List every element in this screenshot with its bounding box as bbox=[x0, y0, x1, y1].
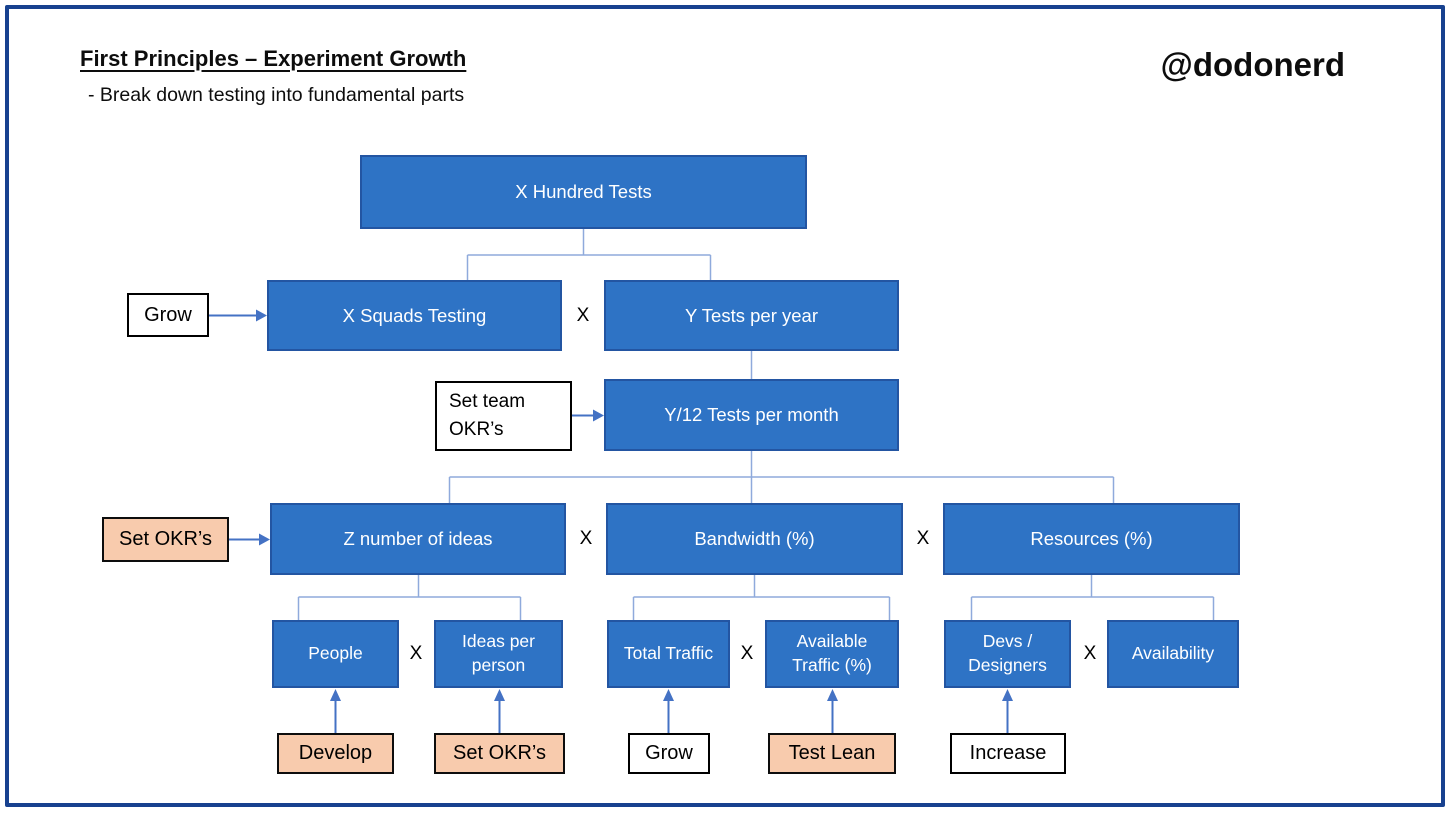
action-grow-squads: Grow bbox=[127, 293, 209, 337]
multiply-operator-4: X bbox=[409, 643, 423, 664]
node-hundred-tests: X Hundred Tests bbox=[360, 155, 807, 229]
action-set-okrs-person: Set OKR’s bbox=[434, 733, 565, 774]
multiply-operator-3: X bbox=[916, 528, 930, 549]
node-available-traffic: Available Traffic (%) bbox=[765, 620, 899, 688]
multiply-operator-2: X bbox=[579, 528, 593, 549]
node-ideas-per-person: Ideas per person bbox=[434, 620, 563, 688]
side-arrows bbox=[209, 309, 604, 546]
action-set-team-okrs: Set team OKR’s bbox=[435, 381, 572, 451]
node-total-traffic: Total Traffic bbox=[607, 620, 730, 688]
action-grow-traffic: Grow bbox=[628, 733, 710, 774]
page-title: First Principles – Experiment Growth bbox=[80, 46, 467, 71]
multiply-operator-5: X bbox=[740, 643, 754, 664]
node-devs-designers: Devs / Designers bbox=[944, 620, 1071, 688]
node-bandwidth: Bandwidth (%) bbox=[606, 503, 903, 575]
node-number-of-ideas: Z number of ideas bbox=[270, 503, 566, 575]
action-increase: Increase bbox=[950, 733, 1066, 774]
node-resources: Resources (%) bbox=[943, 503, 1240, 575]
action-test-lean: Test Lean bbox=[768, 733, 896, 774]
tree-connectors bbox=[297, 229, 1215, 620]
node-squads-testing: X Squads Testing bbox=[267, 280, 562, 351]
action-develop: Develop bbox=[277, 733, 394, 774]
node-tests-per-month: Y/12 Tests per month bbox=[604, 379, 899, 451]
up-arrows bbox=[330, 689, 1013, 733]
author-handle: @dodonerd bbox=[1160, 46, 1345, 83]
node-availability: Availability bbox=[1107, 620, 1239, 688]
multiply-operator-6: X bbox=[1083, 643, 1097, 664]
page-subtitle: - Break down testing into fundamental pa… bbox=[88, 84, 465, 106]
action-set-okrs-ideas: Set OKR’s bbox=[102, 517, 229, 562]
node-people: People bbox=[272, 620, 399, 688]
node-tests-per-year: Y Tests per year bbox=[604, 280, 899, 351]
multiply-operator-1: X bbox=[576, 305, 590, 326]
